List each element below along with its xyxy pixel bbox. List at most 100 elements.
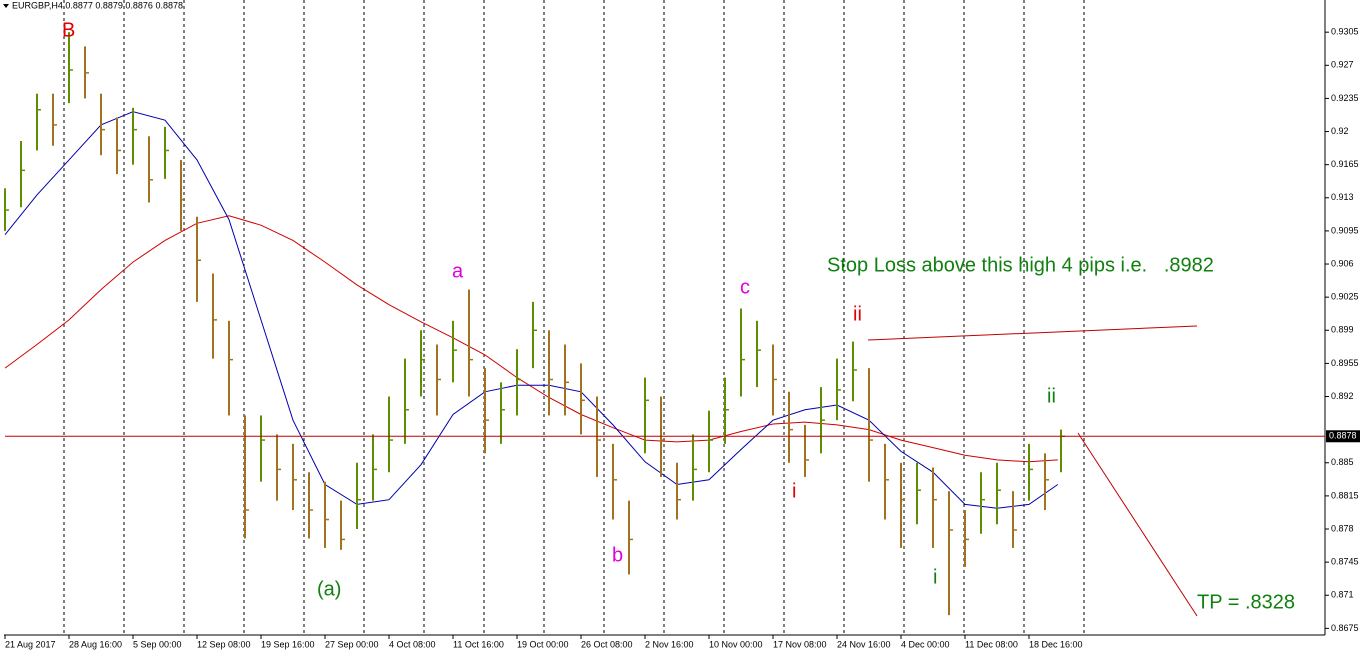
price-bar (420, 330, 425, 397)
price-bar (644, 377, 649, 454)
x-tick-label: 18 Dec 16:00 (1029, 639, 1083, 649)
price-bar (756, 320, 761, 388)
y-tick-label: 0.899 (1331, 325, 1354, 335)
plot (4, 32, 1065, 616)
price-bar (500, 382, 505, 444)
y-tick-label: 0.8745 (1331, 557, 1359, 567)
x-tick-label: 27 Sep 00:00 (325, 639, 379, 649)
moving-average (4, 215, 1058, 463)
price-bar (724, 377, 729, 444)
price-bar (452, 320, 457, 383)
price-bar (388, 396, 393, 473)
price-bar (148, 136, 153, 203)
x-tick-label: 4 Oct 08:00 (389, 639, 436, 649)
y-tick-label: 0.885 (1331, 457, 1354, 467)
price-bar (628, 500, 633, 575)
price-bar (532, 301, 537, 369)
y-tick-label: 0.8955 (1331, 358, 1359, 368)
y-tick-label: 0.906 (1331, 258, 1354, 268)
price-bar (772, 344, 777, 416)
target-trendline (1077, 432, 1198, 617)
y-tick-label: 0.892 (1331, 391, 1354, 401)
chart-title: EURGBP,H4 0.8877 0.8879 0.8876 0.8878 (12, 0, 183, 10)
y-tick-label: 0.9165 (1331, 159, 1359, 169)
price-bar (1012, 491, 1017, 548)
y-tick-label: 0.878 (1331, 523, 1354, 533)
price-bar (692, 434, 697, 501)
price-bar (980, 472, 985, 534)
y-tick-label: 0.8815 (1331, 490, 1359, 500)
wave-label: i (933, 566, 937, 588)
x-tick-label: 4 Dec 00:00 (901, 639, 950, 649)
price-bar (996, 462, 1001, 525)
y-tick-label: 0.9305 (1331, 27, 1359, 37)
price-bar (276, 434, 281, 501)
price-bar (708, 410, 713, 473)
x-tick-label: 28 Aug 16:00 (69, 639, 122, 649)
x-tick-label: 10 Nov 00:00 (709, 639, 763, 649)
wave-label: i (792, 480, 796, 502)
x-tick-label: 17 Nov 08:00 (773, 639, 827, 649)
y-tick-label: 0.927 (1331, 60, 1354, 70)
price-bar (788, 391, 793, 463)
price-bar (212, 273, 217, 359)
y-tick-label: 0.913 (1331, 192, 1354, 202)
price-bar (4, 188, 9, 231)
price-bar (36, 93, 41, 151)
price-bar (564, 344, 569, 416)
price-bar (324, 481, 329, 548)
x-tick-label: 19 Oct 00:00 (517, 639, 569, 649)
price-bar (292, 443, 297, 511)
price-bar (356, 462, 361, 530)
last-price-label: 0.8878 (1329, 431, 1357, 441)
price-bar (196, 216, 201, 302)
price-bar (580, 363, 585, 435)
wave-label: ii (853, 303, 862, 325)
price-bar (884, 443, 889, 520)
price-bar (820, 387, 825, 454)
menu-arrow (3, 4, 9, 8)
price-bar (1028, 443, 1033, 501)
wave-label: a (452, 260, 464, 282)
price-bar (932, 467, 937, 548)
wave-label: b (612, 544, 623, 566)
price-bar (900, 462, 905, 548)
price-bar (468, 289, 473, 397)
target-note: TP = .8328 (1197, 591, 1295, 613)
price-bar (84, 46, 89, 99)
price-bar (852, 341, 857, 402)
x-tick-label: 24 Nov 16:00 (837, 639, 891, 649)
price-bar (100, 93, 105, 156)
last-price-box (1326, 430, 1360, 443)
y-tick-label: 0.9025 (1331, 292, 1359, 302)
price-bar (308, 472, 313, 539)
y-tick-label: 0.9095 (1331, 225, 1359, 235)
y-tick-label: 0.871 (1331, 590, 1354, 600)
price-bar (516, 349, 521, 416)
wave-label: c (740, 276, 750, 298)
wave-label: ii (1047, 385, 1056, 407)
price-bar (1044, 453, 1049, 511)
stop-trendline (867, 325, 1198, 341)
x-tick-label: 19 Sep 16:00 (261, 639, 315, 649)
x-tick-label: 11 Dec 08:00 (965, 639, 1018, 649)
wave-label: (a) (317, 578, 341, 600)
price-bar (948, 491, 953, 616)
price-bar (132, 107, 137, 165)
price-bar (340, 500, 345, 550)
price-bar (260, 415, 265, 482)
price-bar (228, 320, 233, 416)
price-bar (116, 117, 121, 175)
price-bar (916, 462, 921, 525)
price-bar (740, 308, 745, 397)
wave-label: B (62, 19, 75, 41)
price-bar (404, 358, 409, 444)
price-bar (868, 368, 873, 482)
price-bar (436, 344, 441, 416)
price-bar (52, 93, 57, 146)
y-tick-label: 0.9235 (1331, 93, 1359, 103)
price-bar (964, 510, 969, 567)
